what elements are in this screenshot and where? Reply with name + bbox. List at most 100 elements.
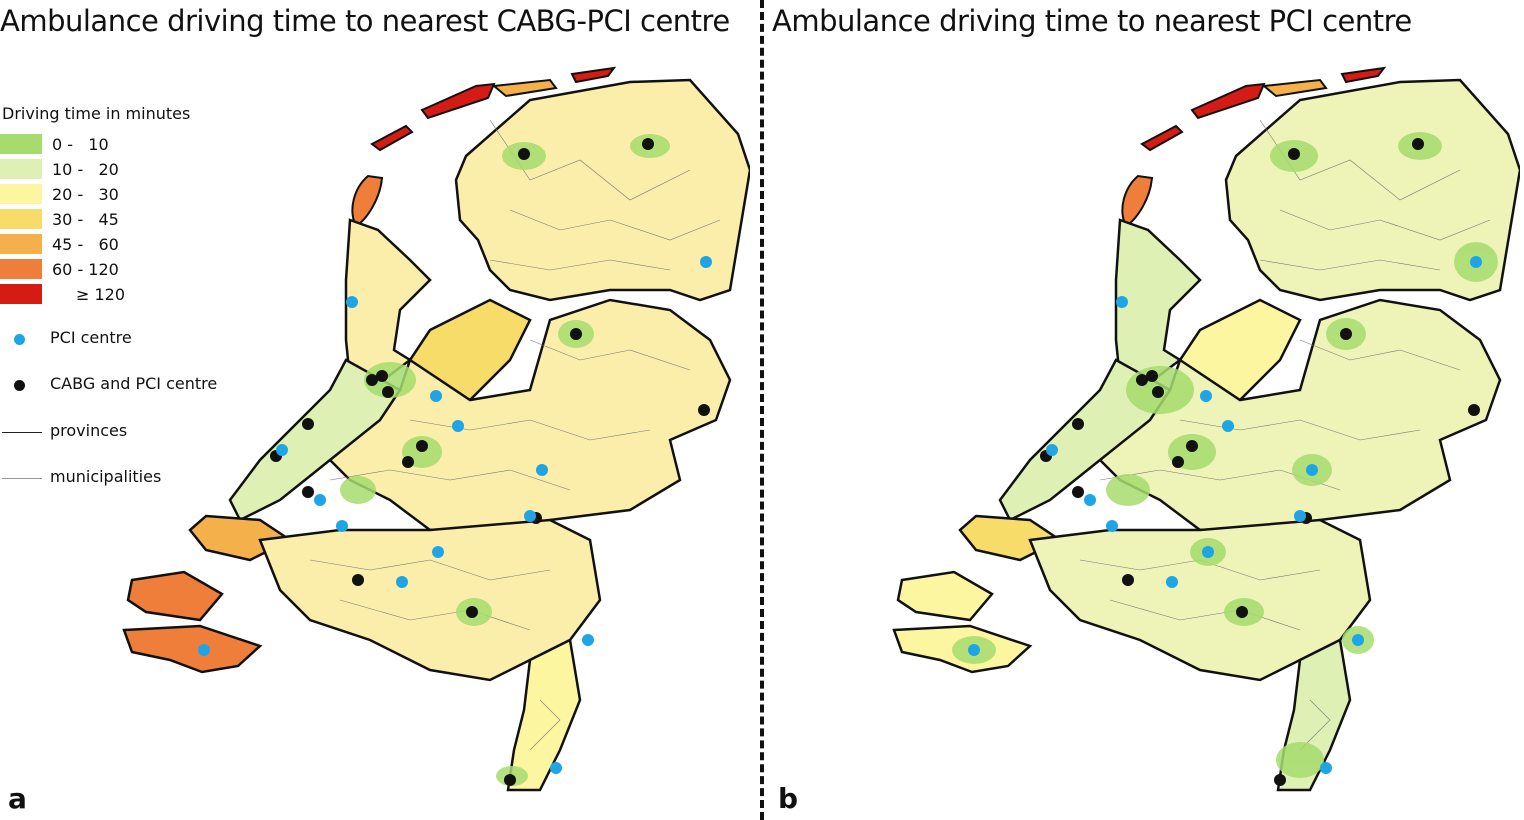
legend-pci-centre: PCI centre xyxy=(0,328,230,352)
pci-centre xyxy=(346,296,358,308)
island-terschelling xyxy=(420,82,496,120)
cabg-pci-centre xyxy=(1288,148,1300,160)
legend-title: Driving time in minutes xyxy=(2,104,191,123)
pci-centre xyxy=(198,644,210,656)
pci-centre xyxy=(1116,296,1128,308)
panel-divider xyxy=(760,0,764,820)
legend-class-0-10: 0 - 10 xyxy=(0,134,220,156)
legend-label: 30 - 45 xyxy=(52,210,119,229)
cabg-pci-centre xyxy=(1136,374,1148,386)
legend-label: 0 - 10 xyxy=(52,135,109,154)
zeeland-walcheren xyxy=(896,570,994,622)
island-schiermonnikoog xyxy=(1340,66,1387,84)
pci-centre xyxy=(582,634,594,646)
legend-label: PCI centre xyxy=(50,328,132,347)
island-ameland xyxy=(491,78,558,98)
zeeland-flanders xyxy=(122,624,263,674)
pci-centre xyxy=(452,420,464,432)
legend-swatch xyxy=(0,234,42,254)
cabg-pci-centre xyxy=(352,574,364,586)
cabg-pci-centre xyxy=(504,774,516,786)
legend-class-60-120: 60 - 120 xyxy=(0,259,220,281)
pci-centre xyxy=(396,576,408,588)
pci-centre xyxy=(1202,546,1214,558)
cabg-pci-centres xyxy=(270,138,710,786)
pci-centres xyxy=(968,256,1482,774)
pci-centre xyxy=(536,464,548,476)
cabg-pci-centre xyxy=(1412,138,1424,150)
map-title: Ambulance driving time to nearest CABG-P… xyxy=(0,4,730,38)
pci-centre xyxy=(1320,762,1332,774)
cabg-pci-centre xyxy=(376,370,388,382)
pci-centre xyxy=(1166,576,1178,588)
legend-swatch xyxy=(0,184,42,204)
pci-centre xyxy=(314,494,326,506)
netherlands-map-a xyxy=(122,66,750,792)
pci-centre xyxy=(1470,256,1482,268)
mainland-centre xyxy=(1098,298,1502,532)
cabg-pci-centre xyxy=(518,148,530,160)
legend-label: municipalities xyxy=(50,467,162,486)
legend-label: 10 - 20 xyxy=(52,160,119,179)
pci-centre xyxy=(700,256,712,268)
legend-swatch xyxy=(0,159,42,179)
cabg-pci-centre xyxy=(402,456,414,468)
cabg-pci-centre xyxy=(366,374,378,386)
legend-class-45-60: 45 - 60 xyxy=(0,234,220,256)
pci-centre xyxy=(430,390,442,402)
legend-class-10-20: 10 - 20 xyxy=(0,159,220,181)
island-schiermonnikoog xyxy=(570,66,617,84)
pci-centres xyxy=(198,256,712,774)
noord-holland xyxy=(344,218,432,392)
mainland-centre xyxy=(328,298,732,532)
island-texel xyxy=(1121,174,1154,228)
panel-letter: a xyxy=(8,782,27,815)
pci-centre xyxy=(1106,520,1118,532)
legend-label: 20 - 30 xyxy=(52,185,119,204)
pci-centre xyxy=(1222,420,1234,432)
island-texel xyxy=(351,174,384,228)
cabg-pci-centre xyxy=(1172,456,1184,468)
cabg-pci-centre xyxy=(1072,486,1084,498)
limburg xyxy=(506,638,582,792)
pci-centre xyxy=(1352,634,1364,646)
legend-label: 60 - 120 xyxy=(52,260,119,279)
pci-centre xyxy=(1200,390,1212,402)
netherlands-map-b xyxy=(892,66,1520,792)
panel-b: Ambulance driving time to nearest PCI ce… xyxy=(772,0,1524,820)
legend-label: provinces xyxy=(50,421,128,440)
cabg-pci-centre xyxy=(1072,418,1084,430)
panel-a: Ambulance driving time to nearest CABG-P… xyxy=(0,0,752,820)
pci-centre xyxy=(524,510,536,522)
pci-centre xyxy=(1294,510,1306,522)
pci-centre xyxy=(1046,444,1058,456)
cabg-pci-centre xyxy=(466,606,478,618)
legend-class-20-30: 20 - 30 xyxy=(0,184,220,206)
pci-centre xyxy=(968,644,980,656)
island-terschelling xyxy=(1190,82,1266,120)
map-title: Ambulance driving time to nearest PCI ce… xyxy=(772,4,1412,38)
thin-line-icon xyxy=(2,478,42,479)
island-ameland xyxy=(1261,78,1328,98)
island-vlieland xyxy=(1140,124,1184,152)
cabg-pci-centre xyxy=(1340,328,1352,340)
zeeland-walcheren xyxy=(126,570,224,622)
cabg-pci-centres xyxy=(1040,138,1480,786)
pci-centre xyxy=(276,444,288,456)
legend-swatch xyxy=(0,259,42,279)
cabg-pci-centre xyxy=(416,440,428,452)
legend-label: 45 - 60 xyxy=(52,235,119,254)
legend-class-30-45: 30 - 45 xyxy=(0,209,220,231)
cabg-pci-centre xyxy=(1146,370,1158,382)
mainland-north xyxy=(454,78,750,302)
legend-cabg-pci-centre: CABG and PCI centre xyxy=(0,374,230,398)
cabg-pci-centre xyxy=(642,138,654,150)
blue-dot-icon xyxy=(14,334,25,345)
cabg-pci-centre xyxy=(1236,606,1248,618)
cabg-pci-centre xyxy=(1468,404,1480,416)
cabg-pci-centre xyxy=(698,404,710,416)
cabg-pci-centre xyxy=(1152,386,1164,398)
pci-centre xyxy=(550,762,562,774)
cabg-pci-centre xyxy=(302,418,314,430)
panel-letter: b xyxy=(778,782,799,815)
